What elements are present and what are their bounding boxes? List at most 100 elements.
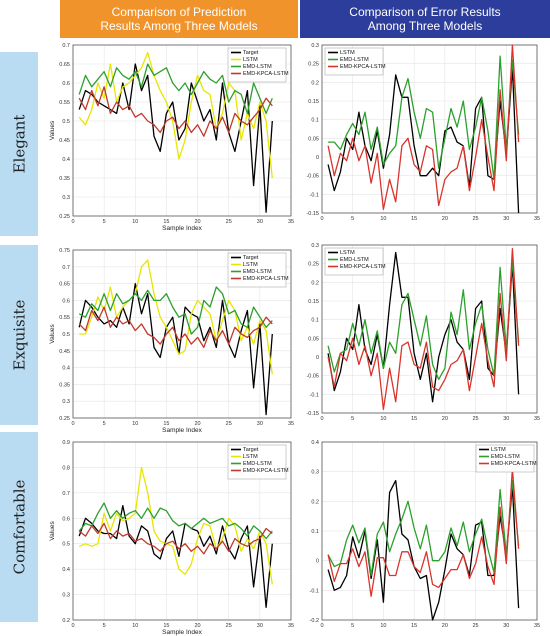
x-tick-label: 20 [195, 623, 201, 629]
series-line-lstm [327, 66, 520, 214]
x-tick-label: 10 [380, 216, 386, 222]
y-tick-label: 0.3 [311, 243, 319, 249]
x-tick-label: 20 [442, 216, 448, 222]
x-tick-label: 25 [226, 219, 232, 225]
x-tick-label: 30 [503, 416, 509, 422]
y-tick-label: 0.05 [308, 136, 319, 142]
series-line-emd-lstm [327, 479, 520, 577]
series-line-emd-kpca-lstm [327, 468, 520, 597]
y-tick-label: -0.15 [306, 411, 319, 417]
series-line-emd-kpca-lstm [327, 44, 520, 210]
series-line-target [78, 504, 273, 608]
x-tick-label: 10 [132, 623, 138, 629]
y-tick-label: 0.55 [59, 315, 70, 321]
legend-entry: LSTM [340, 50, 355, 56]
y-tick-label: 0.1 [311, 318, 319, 324]
plot-frame [72, 441, 292, 621]
y-tick-label: 0.8 [62, 465, 70, 471]
y-tick-label: 0.5 [62, 542, 70, 548]
x-tick-label: 15 [411, 416, 417, 422]
legend-entry: EMD-KPCA-LSTM [340, 64, 386, 70]
y-tick-label: -0.15 [306, 211, 319, 217]
y-tick-label: -0.1 [310, 588, 319, 594]
legend-entry: EMD-KPCA-LSTM [243, 276, 289, 282]
x-tick-label: 15 [163, 623, 169, 629]
x-tick-label: 15 [163, 421, 169, 427]
y-tick-label: 0.15 [308, 299, 319, 305]
y-axis-label: Values [49, 324, 56, 344]
x-tick-label: 0 [320, 623, 323, 629]
x-tick-label: 5 [351, 416, 354, 422]
y-tick-label: 0.3 [62, 195, 70, 201]
y-tick-label: 0.25 [59, 214, 70, 220]
y-tick-label: 0 [316, 155, 319, 161]
y-tick-label: 0.3 [311, 43, 319, 49]
y-tick-label: 0.1 [311, 529, 319, 535]
y-tick-label: 0.6 [62, 298, 70, 304]
legend-entry: LSTM [340, 250, 355, 256]
y-tick-label: 0.6 [62, 81, 70, 87]
legend-entry: Target [243, 50, 259, 56]
x-tick-label: 20 [442, 623, 448, 629]
plot-frame [72, 249, 292, 419]
x-tick-label: 15 [411, 216, 417, 222]
row-label-elegant: Elegant [0, 52, 38, 236]
legend-entry: LSTM [243, 57, 258, 63]
x-tick-label: 20 [442, 416, 448, 422]
y-tick-label: 0.55 [59, 100, 70, 106]
series-line-emd-lstm [327, 259, 520, 381]
y-tick-label: 0.4 [62, 157, 70, 163]
y-tick-label: 0.6 [62, 516, 70, 522]
header-prediction-line1: Comparison of Prediction [111, 5, 247, 19]
comfortable-prediction-chart: 0.2 0.3 0.4 0.5 0.6 0.7 0.8 0.9 0 5 10 15 20 25 30 35 Sa… [49, 440, 294, 636]
x-tick-label: 30 [257, 623, 263, 629]
x-tick-label: 10 [380, 623, 386, 629]
legend-entry: Target [243, 447, 259, 453]
y-tick-label: 0.5 [62, 119, 70, 125]
x-tick-label: 30 [257, 421, 263, 427]
x-tick-label: 25 [226, 623, 232, 629]
x-tick-label: 20 [195, 421, 201, 427]
header-error-line1: Comparison of Error Results [349, 5, 501, 19]
plot-frame [321, 441, 538, 621]
x-tick-label: 20 [195, 219, 201, 225]
y-tick-label: 0 [316, 355, 319, 361]
exquisite-error-chart: -0.15 -0.1 -0.05 0 0.05 0.1 0.15 0.2 0.25 0.3 0 5 10… [306, 243, 540, 422]
plot-frame [321, 44, 538, 214]
x-tick-label: 25 [226, 421, 232, 427]
x-tick-label: 25 [473, 623, 479, 629]
y-tick-label: 0.3 [311, 470, 319, 476]
y-tick-label: -0.2 [310, 618, 319, 624]
x-tick-label: 5 [103, 219, 106, 225]
legend-entry: EMD-KPCA-LSTM [340, 264, 386, 270]
y-tick-label: 0 [316, 559, 319, 565]
legend-entry: LSTM [491, 447, 506, 453]
legend-box [227, 444, 287, 480]
y-tick-label: -0.1 [310, 192, 319, 198]
series-line-lstm [78, 466, 273, 585]
y-tick-label: 0.2 [311, 80, 319, 86]
legend-entry: EMD-LSTM [243, 461, 272, 467]
series-line-emd-lstm [78, 502, 273, 540]
y-tick-label: 0.7 [62, 43, 70, 49]
x-tick-label: 35 [534, 416, 540, 422]
y-tick-label: -0.1 [310, 392, 319, 398]
x-tick-label: 0 [71, 421, 74, 427]
legend-entry: EMD-LSTM [491, 454, 520, 460]
series-line-lstm [327, 479, 520, 621]
y-tick-label: 0.4 [62, 366, 70, 372]
legend-entry: Target [243, 255, 259, 261]
x-tick-label: 0 [71, 219, 74, 225]
header-error-line2: Among Three Models [367, 19, 483, 33]
y-tick-label: 0.15 [308, 99, 319, 105]
y-tick-label: 0.25 [308, 262, 319, 268]
x-tick-label: 25 [473, 216, 479, 222]
y-tick-label: 0.3 [62, 399, 70, 405]
x-tick-label: 15 [411, 623, 417, 629]
